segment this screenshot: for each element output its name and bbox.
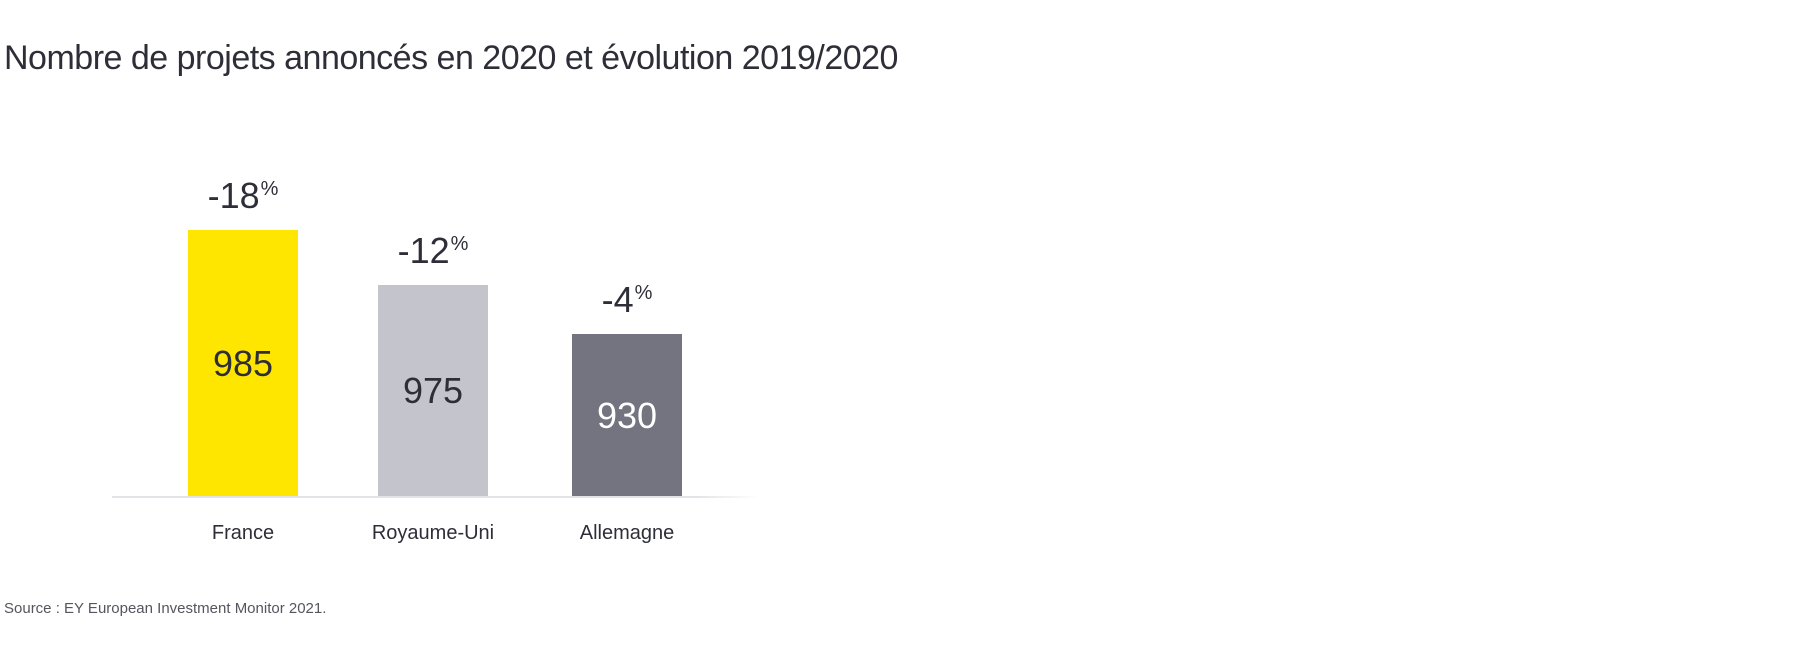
change-value: -18 [207, 175, 260, 216]
bar-france: 985 [188, 230, 298, 497]
change-value: -12 [397, 230, 450, 271]
chart-title: Nombre de projets annoncés en 2020 et év… [4, 39, 898, 77]
bar-group-allemagne: -4% 930 [572, 282, 682, 497]
bar-group-royaume-uni: -12% 975 [378, 233, 488, 497]
category-label-royaume-uni: Royaume-Uni [371, 522, 495, 544]
bar-chart: -18% 985 -12% 975 -4% 930 France Royaume… [112, 178, 760, 544]
category-label-france: France [211, 522, 275, 544]
bar-group-france: -18% 985 [188, 178, 298, 497]
bar-value-france: 985 [212, 342, 274, 384]
change-label-france: -18% [208, 178, 279, 214]
change-value: -4 [601, 279, 634, 320]
bar-value-royaume-uni: 975 [402, 370, 464, 411]
change-label-royaume-uni: -12% [398, 233, 469, 269]
change-label-allemagne: -4% [602, 282, 653, 318]
bar-royaume-uni: 975 [378, 285, 488, 497]
category-label-allemagne: Allemagne [579, 522, 675, 544]
percent-sign: % [450, 233, 469, 255]
bar-value-allemagne: 930 [596, 394, 658, 436]
bar-allemagne: 930 [572, 334, 682, 497]
source-note: Source : EY European Investment Monitor … [4, 600, 327, 617]
percent-sign: % [634, 282, 653, 304]
percent-sign: % [260, 178, 279, 200]
x-axis-line [112, 496, 760, 498]
